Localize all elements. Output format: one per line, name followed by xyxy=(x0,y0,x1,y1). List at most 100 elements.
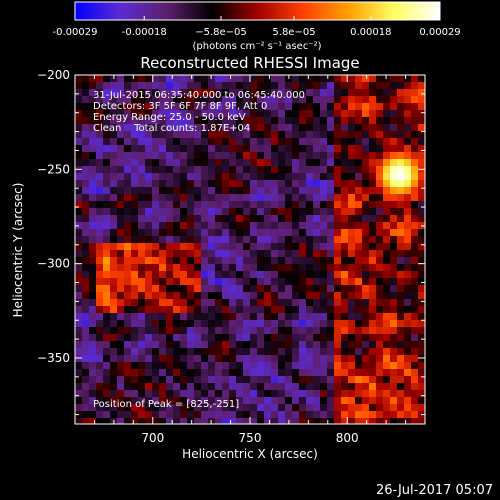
heatmap-cell xyxy=(222,229,230,237)
heatmap-cell xyxy=(75,117,83,125)
heatmap-cell xyxy=(145,313,153,321)
heatmap-cell xyxy=(299,411,307,419)
annotation-detectors: Detectors: 3F 5F 6F 7F 8F 9F, Att 0 xyxy=(93,101,267,112)
heatmap-cell xyxy=(264,355,272,363)
heatmap-cell xyxy=(257,138,265,146)
heatmap-cell xyxy=(180,418,188,424)
heatmap-cell xyxy=(362,194,370,202)
heatmap-cell xyxy=(369,117,377,125)
heatmap-cell xyxy=(285,173,293,181)
heatmap-cell xyxy=(222,180,230,188)
heatmap-cell xyxy=(236,229,244,237)
y-tick-label: −350 xyxy=(37,351,70,365)
heatmap-cell xyxy=(180,306,188,314)
heatmap-cell xyxy=(383,250,391,258)
heatmap-cell xyxy=(348,348,356,356)
heatmap-cell xyxy=(264,320,272,328)
heatmap-cell xyxy=(117,292,125,300)
heatmap-cell xyxy=(222,103,230,111)
heatmap-cell xyxy=(208,229,216,237)
heatmap-cell xyxy=(292,215,300,223)
heatmap-cell xyxy=(222,243,230,251)
heatmap-cell xyxy=(264,229,272,237)
heatmap-cell xyxy=(243,194,251,202)
y-axis-label: Heliocentric Y (arcsec) xyxy=(11,183,25,318)
heatmap-cell xyxy=(411,404,419,412)
heatmap-cell xyxy=(299,215,307,223)
heatmap-cell xyxy=(418,271,425,279)
heatmap-cell xyxy=(264,89,272,97)
heatmap-cell xyxy=(222,299,230,307)
heatmap-cell xyxy=(103,194,111,202)
heatmap-cell xyxy=(145,320,153,328)
heatmap-cell xyxy=(222,222,230,230)
heatmap-cell xyxy=(299,348,307,356)
heatmap-cell xyxy=(96,145,104,153)
heatmap-cell xyxy=(327,404,335,412)
heatmap-cell xyxy=(404,306,412,314)
heatmap-cell xyxy=(229,124,237,132)
heatmap-cell xyxy=(208,334,216,342)
heatmap-cell xyxy=(187,250,195,258)
heatmap-cell xyxy=(411,299,419,307)
heatmap-cell xyxy=(243,145,251,153)
heatmap-cell xyxy=(257,110,265,118)
heatmap-cell xyxy=(348,341,356,349)
heatmap-cell xyxy=(159,117,167,125)
heatmap-cell xyxy=(411,264,419,272)
heatmap-cell xyxy=(355,355,363,363)
heatmap-cell xyxy=(166,362,174,370)
heatmap-cell xyxy=(180,390,188,398)
heatmap-cell xyxy=(201,404,209,412)
heatmap-cell xyxy=(194,250,202,258)
heatmap-cell xyxy=(222,327,230,335)
heatmap-cell xyxy=(362,89,370,97)
heatmap-cell xyxy=(327,257,335,265)
heatmap-cell xyxy=(152,131,160,139)
heatmap-cell xyxy=(383,159,391,167)
heatmap-cell xyxy=(145,383,153,391)
heatmap-cell xyxy=(194,348,202,356)
heatmap-cell xyxy=(103,313,111,321)
heatmap-cell xyxy=(110,222,118,230)
heatmap-cell xyxy=(124,355,132,363)
heatmap-cell xyxy=(292,285,300,293)
heatmap-cell xyxy=(222,236,230,244)
heatmap-cell xyxy=(306,257,314,265)
heatmap-cell xyxy=(271,173,279,181)
heatmap-cell xyxy=(313,138,321,146)
heatmap-cell xyxy=(250,348,258,356)
heatmap-cell xyxy=(208,117,216,125)
heatmap-cell xyxy=(397,117,405,125)
heatmap-cell xyxy=(404,75,412,83)
heatmap-cell xyxy=(145,285,153,293)
heatmap-cell xyxy=(376,348,384,356)
heatmap-cell xyxy=(96,376,104,384)
heatmap-cell xyxy=(201,369,209,377)
heatmap-cell xyxy=(383,173,391,181)
heatmap-cell xyxy=(159,152,167,160)
heatmap-cell xyxy=(89,152,97,160)
heatmap-cell xyxy=(341,229,349,237)
heatmap-cell xyxy=(369,411,377,419)
heatmap-cell xyxy=(82,103,90,111)
heatmap-cell xyxy=(285,208,293,216)
heatmap-cell xyxy=(264,236,272,244)
heatmap-cell xyxy=(208,418,216,424)
heatmap-cell xyxy=(411,369,419,377)
peak-position-label: Position of Peak = [825,-251] xyxy=(93,399,239,410)
heatmap-cell xyxy=(152,327,160,335)
heatmap-cell xyxy=(166,166,174,174)
heatmap-cell xyxy=(110,117,118,125)
heatmap-cell xyxy=(229,96,237,104)
heatmap-cell xyxy=(110,180,118,188)
heatmap-cell xyxy=(131,397,139,405)
heatmap-cell xyxy=(96,313,104,321)
heatmap-cell xyxy=(397,257,405,265)
heatmap-cell xyxy=(250,285,258,293)
heatmap-cell xyxy=(306,201,314,209)
heatmap-cell xyxy=(236,285,244,293)
heatmap-cell xyxy=(285,397,293,405)
heatmap-cell xyxy=(201,257,209,265)
heatmap-cell xyxy=(208,215,216,223)
